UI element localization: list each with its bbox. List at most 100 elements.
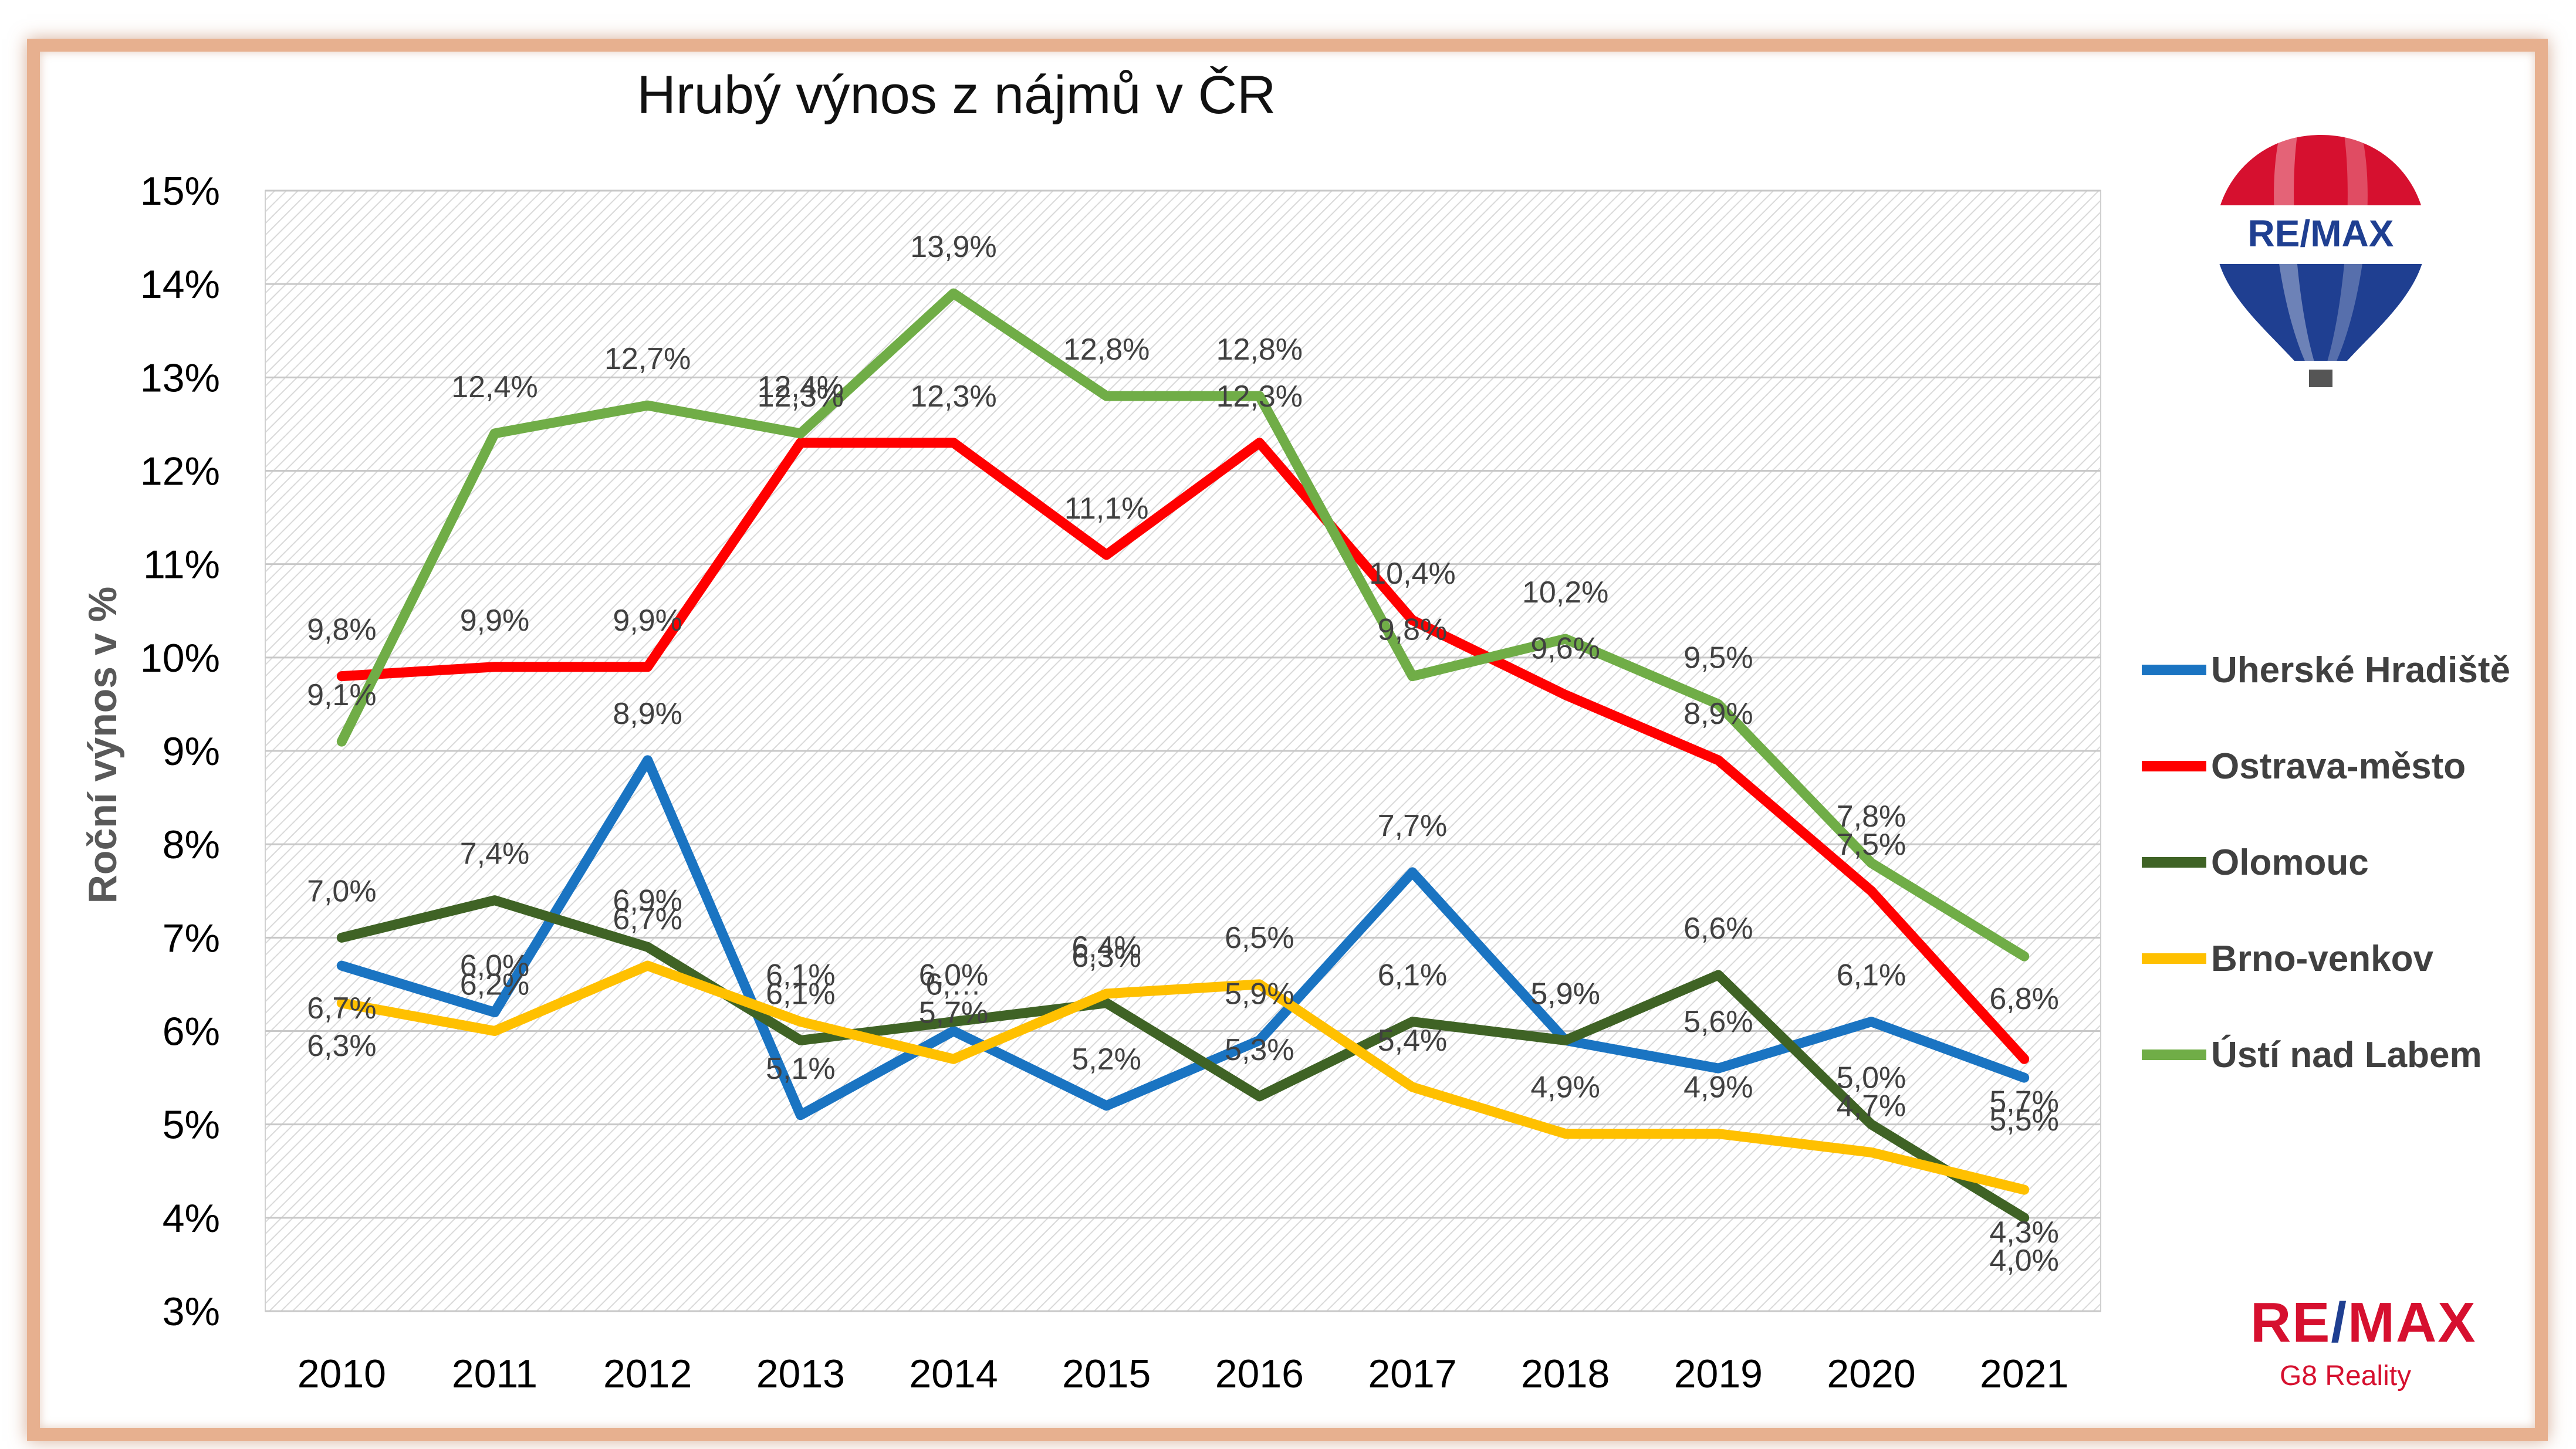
data-label: 5,6% bbox=[1683, 1005, 1753, 1039]
data-label: 4,9% bbox=[1683, 1071, 1753, 1105]
y-tick-label: 3% bbox=[163, 1289, 220, 1334]
series-line bbox=[336, 960, 2030, 1195]
x-tick-label: 2010 bbox=[298, 1352, 386, 1396]
y-axis-ticks: 3% 4% 5% 6% 7% 8% 9% 10% 11% 12% 13% 14% 15% bbox=[140, 169, 220, 1334]
data-label: 7,4% bbox=[460, 837, 530, 871]
data-label: 12,8% bbox=[1216, 333, 1303, 367]
data-label: 6,6% bbox=[1683, 912, 1753, 946]
x-tick-label: 2013 bbox=[756, 1352, 845, 1396]
legend-swatch bbox=[2142, 953, 2206, 964]
y-tick-label: 8% bbox=[163, 822, 220, 867]
data-label: 6,8% bbox=[1989, 982, 2059, 1016]
data-label: 4,3% bbox=[1989, 1216, 2059, 1250]
data-label: 5,9% bbox=[1225, 977, 1294, 1011]
data-label: 6,1% bbox=[1837, 959, 1906, 993]
y-tick-label: 7% bbox=[163, 916, 220, 960]
y-tick-label: 5% bbox=[163, 1103, 220, 1147]
data-label: 12,3% bbox=[910, 380, 996, 414]
legend-label: Ústí nad Labem bbox=[2211, 1034, 2482, 1075]
remax-wordmark: RE/MAX bbox=[2250, 1291, 2476, 1355]
y-tick-label: 4% bbox=[163, 1196, 220, 1241]
data-label: 9,5% bbox=[1683, 641, 1753, 675]
remax-wordmark-max: MAX bbox=[2348, 1291, 2477, 1354]
data-label: 12,3% bbox=[758, 380, 844, 414]
legend-label: Ostrava-město bbox=[2211, 746, 2466, 787]
data-label: 11,1% bbox=[1064, 492, 1149, 526]
legend-swatch bbox=[2142, 761, 2206, 771]
data-label: 5,9% bbox=[1530, 977, 1600, 1011]
data-label: 5,5% bbox=[1989, 1103, 2059, 1137]
series-line bbox=[336, 288, 2030, 962]
x-tick-label: 2011 bbox=[452, 1352, 537, 1396]
data-label: 5,9% bbox=[1530, 977, 1600, 1011]
y-tick-label: 10% bbox=[140, 636, 220, 681]
y-tick-label: 6% bbox=[163, 1010, 220, 1054]
data-label: 5,2% bbox=[1071, 1042, 1141, 1076]
x-tick-label: 2017 bbox=[1368, 1352, 1456, 1396]
balloon-logo-text: RE/MAX bbox=[2248, 212, 2394, 255]
series-line bbox=[336, 755, 2030, 1120]
data-label: 12,8% bbox=[1063, 333, 1150, 367]
data-label: 5,7% bbox=[1989, 1085, 2059, 1119]
x-tick-label: 2019 bbox=[1674, 1352, 1763, 1396]
data-label: 9,8% bbox=[1378, 613, 1448, 647]
data-label: 12,7% bbox=[604, 342, 691, 376]
data-label: 9,9% bbox=[460, 604, 530, 638]
data-label: 5,0% bbox=[1837, 1061, 1906, 1095]
data-label: 8,9% bbox=[613, 697, 682, 731]
legend: Uherské Hradiště Ostrava-město Olomouc B… bbox=[2142, 622, 2510, 1103]
data-label: 7,7% bbox=[1378, 809, 1448, 843]
data-label: 13,9% bbox=[910, 230, 996, 264]
data-label: 5,3% bbox=[1225, 1033, 1294, 1067]
data-label: 6,3% bbox=[307, 1029, 377, 1063]
y-tick-label: 12% bbox=[140, 449, 220, 494]
legend-label: Brno-venkov bbox=[2211, 938, 2433, 979]
legend-item: Ústí nad Labem bbox=[2142, 1007, 2510, 1103]
legend-swatch bbox=[2142, 857, 2206, 868]
data-label: 9,1% bbox=[307, 678, 377, 712]
legend-item: Olomouc bbox=[2142, 814, 2510, 910]
y-tick-label: 14% bbox=[140, 262, 220, 307]
legend-item: Ostrava-město bbox=[2142, 718, 2510, 814]
data-label: 6,7% bbox=[613, 902, 682, 936]
data-label: 5,7% bbox=[919, 996, 989, 1030]
data-label: 5,4% bbox=[1378, 1024, 1448, 1058]
series-lines bbox=[336, 288, 2030, 1223]
legend-swatch bbox=[2142, 665, 2206, 675]
y-tick-label: 11% bbox=[143, 543, 220, 587]
gridlines bbox=[265, 189, 2101, 1312]
x-tick-label: 2021 bbox=[1980, 1352, 2068, 1396]
data-label: 4,0% bbox=[1989, 1244, 2059, 1278]
y-tick-label: 9% bbox=[163, 729, 220, 774]
data-label: 6,2% bbox=[460, 968, 530, 1002]
data-label: 6,0% bbox=[460, 949, 530, 983]
data-label: 7,5% bbox=[1837, 828, 1906, 862]
data-label: 8,9% bbox=[1683, 697, 1753, 731]
x-tick-label: 2020 bbox=[1827, 1352, 1915, 1396]
data-label: 6,0% bbox=[919, 959, 989, 993]
y-tick-label: 15% bbox=[140, 169, 220, 214]
legend-swatch bbox=[2142, 1049, 2206, 1060]
x-tick-label: 2018 bbox=[1521, 1352, 1610, 1396]
remax-balloon-logo: RE/MAX bbox=[2215, 135, 2426, 387]
data-label: 5,1% bbox=[766, 1052, 836, 1086]
data-labels: 6,7% 6,0% 8,9% 5,1% 6,… 5,2% 5,9% 7,7% 5,9% 5,6% 6… bbox=[307, 230, 2059, 1278]
data-label: 9,6% bbox=[1530, 632, 1600, 666]
x-tick-label: 2014 bbox=[909, 1352, 998, 1396]
data-label: 6,1% bbox=[766, 959, 836, 993]
data-label: 6,5% bbox=[1225, 921, 1294, 955]
y-tick-label: 13% bbox=[140, 356, 220, 400]
data-label: 7,0% bbox=[307, 874, 377, 908]
series-line bbox=[336, 895, 2030, 1223]
legend-label: Olomouc bbox=[2211, 842, 2369, 883]
x-axis-ticks: 2010 2011 2012 2013 2014 2015 2016 2017 2018 2019… bbox=[298, 1352, 2069, 1396]
chart-title: Hrubý výnos z nájmů v ČR bbox=[637, 65, 1276, 125]
data-label: 6,… bbox=[925, 968, 981, 1002]
data-label: 6,1% bbox=[1378, 959, 1448, 993]
remax-wordmark-slash: / bbox=[2331, 1291, 2348, 1354]
data-label: 12,3% bbox=[1216, 380, 1303, 414]
data-label: 7,8% bbox=[1837, 800, 1906, 834]
data-label: 6,3% bbox=[1071, 940, 1141, 974]
data-label: 6,9% bbox=[613, 883, 682, 918]
